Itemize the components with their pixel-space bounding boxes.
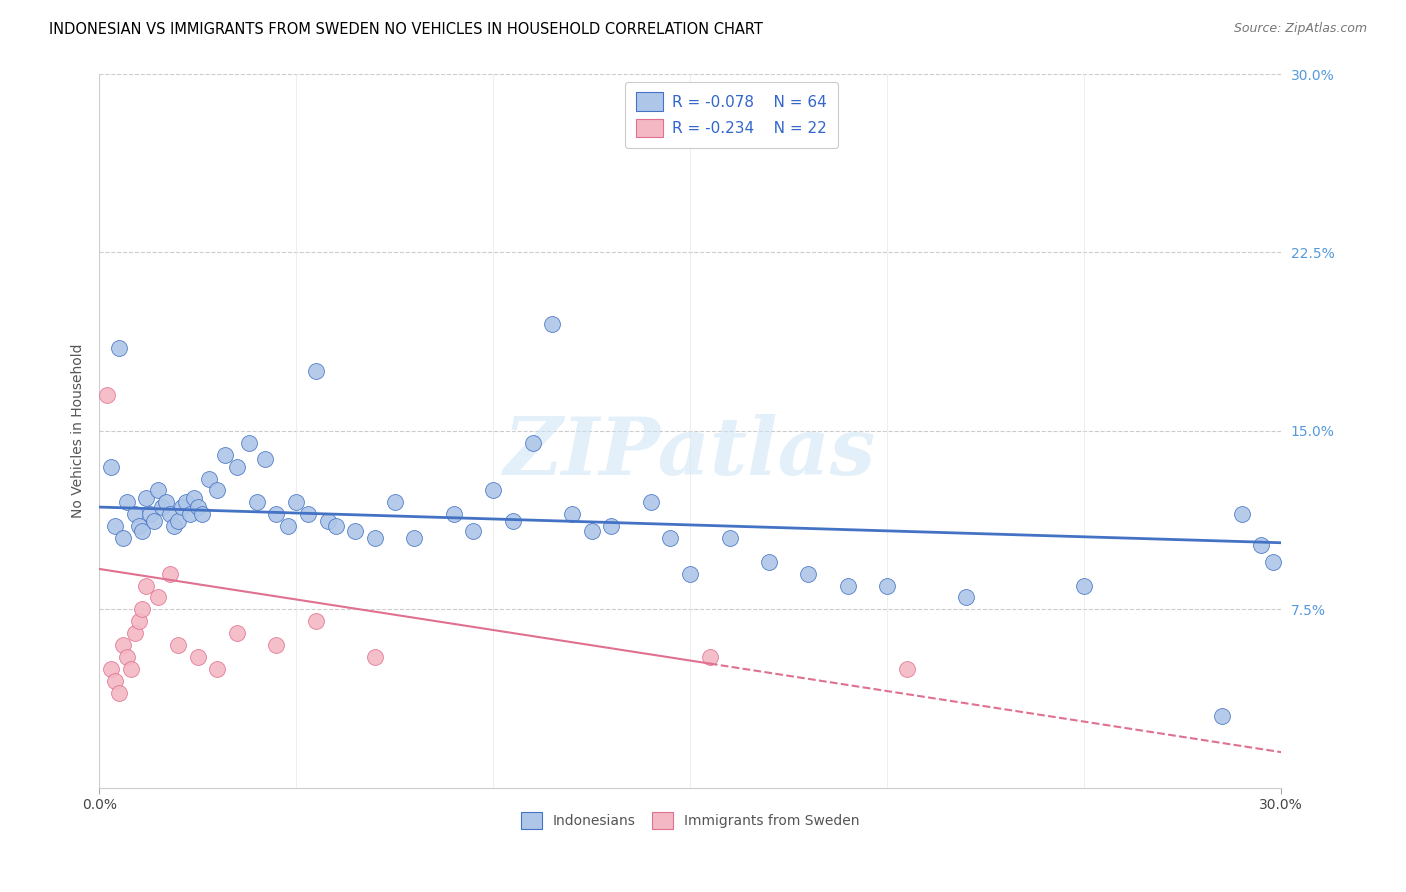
Point bbox=[159, 566, 181, 581]
Point bbox=[797, 566, 820, 581]
Point bbox=[561, 507, 583, 521]
Point bbox=[128, 614, 150, 628]
Point bbox=[266, 638, 288, 652]
Text: ZIPatlas: ZIPatlas bbox=[505, 414, 876, 491]
Point bbox=[364, 650, 387, 665]
Point bbox=[174, 495, 197, 509]
Point bbox=[115, 650, 138, 665]
Y-axis label: No Vehicles in Household: No Vehicles in Household bbox=[72, 343, 86, 518]
Point bbox=[108, 686, 131, 700]
Point bbox=[120, 662, 142, 676]
Point bbox=[167, 638, 190, 652]
Point bbox=[100, 459, 122, 474]
Point bbox=[325, 519, 347, 533]
Point bbox=[896, 662, 918, 676]
Point bbox=[699, 650, 721, 665]
Point bbox=[679, 566, 702, 581]
Point bbox=[718, 531, 741, 545]
Point bbox=[135, 578, 157, 592]
Point bbox=[1230, 507, 1253, 521]
Point bbox=[266, 507, 288, 521]
Point bbox=[659, 531, 682, 545]
Point bbox=[443, 507, 465, 521]
Point bbox=[541, 317, 564, 331]
Point bbox=[198, 471, 221, 485]
Point bbox=[183, 491, 205, 505]
Point bbox=[115, 495, 138, 509]
Point bbox=[758, 555, 780, 569]
Point bbox=[1073, 578, 1095, 592]
Point bbox=[131, 602, 153, 616]
Legend: Indonesians, Immigrants from Sweden: Indonesians, Immigrants from Sweden bbox=[515, 806, 865, 834]
Point bbox=[226, 459, 249, 474]
Point bbox=[502, 514, 524, 528]
Text: Source: ZipAtlas.com: Source: ZipAtlas.com bbox=[1233, 22, 1367, 36]
Text: INDONESIAN VS IMMIGRANTS FROM SWEDEN NO VEHICLES IN HOUSEHOLD CORRELATION CHART: INDONESIAN VS IMMIGRANTS FROM SWEDEN NO … bbox=[49, 22, 763, 37]
Point bbox=[104, 673, 127, 688]
Point bbox=[167, 514, 190, 528]
Point bbox=[187, 650, 209, 665]
Point bbox=[124, 507, 146, 521]
Point bbox=[1250, 538, 1272, 552]
Point bbox=[277, 519, 299, 533]
Point bbox=[108, 341, 131, 355]
Point bbox=[384, 495, 406, 509]
Point bbox=[207, 662, 229, 676]
Point bbox=[226, 626, 249, 640]
Point bbox=[128, 519, 150, 533]
Point bbox=[96, 388, 118, 402]
Point bbox=[143, 514, 166, 528]
Point bbox=[404, 531, 426, 545]
Point bbox=[111, 638, 134, 652]
Point bbox=[463, 524, 485, 538]
Point bbox=[876, 578, 898, 592]
Point bbox=[104, 519, 127, 533]
Point bbox=[190, 507, 212, 521]
Point bbox=[124, 626, 146, 640]
Point bbox=[148, 483, 170, 498]
Point bbox=[305, 364, 328, 378]
Point bbox=[344, 524, 367, 538]
Point bbox=[1263, 555, 1285, 569]
Point bbox=[305, 614, 328, 628]
Point bbox=[148, 591, 170, 605]
Point bbox=[253, 452, 276, 467]
Point bbox=[111, 531, 134, 545]
Point bbox=[640, 495, 662, 509]
Point bbox=[214, 448, 236, 462]
Point bbox=[155, 495, 177, 509]
Point bbox=[100, 662, 122, 676]
Point bbox=[163, 519, 186, 533]
Point bbox=[1211, 709, 1233, 723]
Point bbox=[316, 514, 339, 528]
Point bbox=[955, 591, 977, 605]
Point bbox=[139, 507, 162, 521]
Point bbox=[285, 495, 308, 509]
Point bbox=[581, 524, 603, 538]
Point bbox=[238, 435, 260, 450]
Point bbox=[187, 500, 209, 514]
Point bbox=[207, 483, 229, 498]
Point bbox=[159, 507, 181, 521]
Point bbox=[131, 524, 153, 538]
Point bbox=[600, 519, 623, 533]
Point bbox=[482, 483, 505, 498]
Point bbox=[522, 435, 544, 450]
Point bbox=[297, 507, 319, 521]
Point bbox=[364, 531, 387, 545]
Point bbox=[179, 507, 201, 521]
Point bbox=[837, 578, 859, 592]
Point bbox=[150, 500, 173, 514]
Point bbox=[170, 500, 193, 514]
Point bbox=[135, 491, 157, 505]
Point bbox=[246, 495, 269, 509]
